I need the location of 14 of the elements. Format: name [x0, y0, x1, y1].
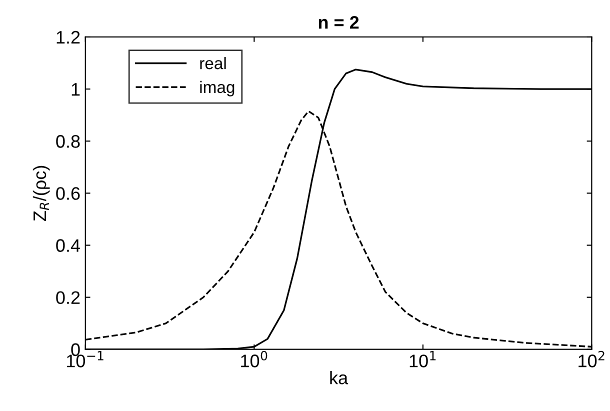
y-tick-label: 0.8	[56, 135, 80, 148]
y-tick-label: 1.2	[56, 30, 80, 44]
x-tick-label: 10$^{2}$	[578, 350, 604, 368]
legend-label: imag	[200, 80, 234, 96]
x-tick-label: 10$^{1}$	[410, 351, 436, 368]
y-tick-label: 1	[72, 83, 80, 96]
x-axis-title: ka	[330, 371, 348, 384]
y-tick-label: 0.2	[56, 291, 80, 304]
y-axis-title: Z$_{R}$/(ρc)	[32, 166, 50, 222]
y-tick-label: 0.4	[56, 239, 80, 252]
x-tick-label: 10$^{0}$	[241, 350, 268, 368]
chart-title: n = 2	[318, 16, 359, 29]
legend-label: real	[200, 56, 226, 70]
y-tick-label: 0.6	[56, 187, 80, 200]
